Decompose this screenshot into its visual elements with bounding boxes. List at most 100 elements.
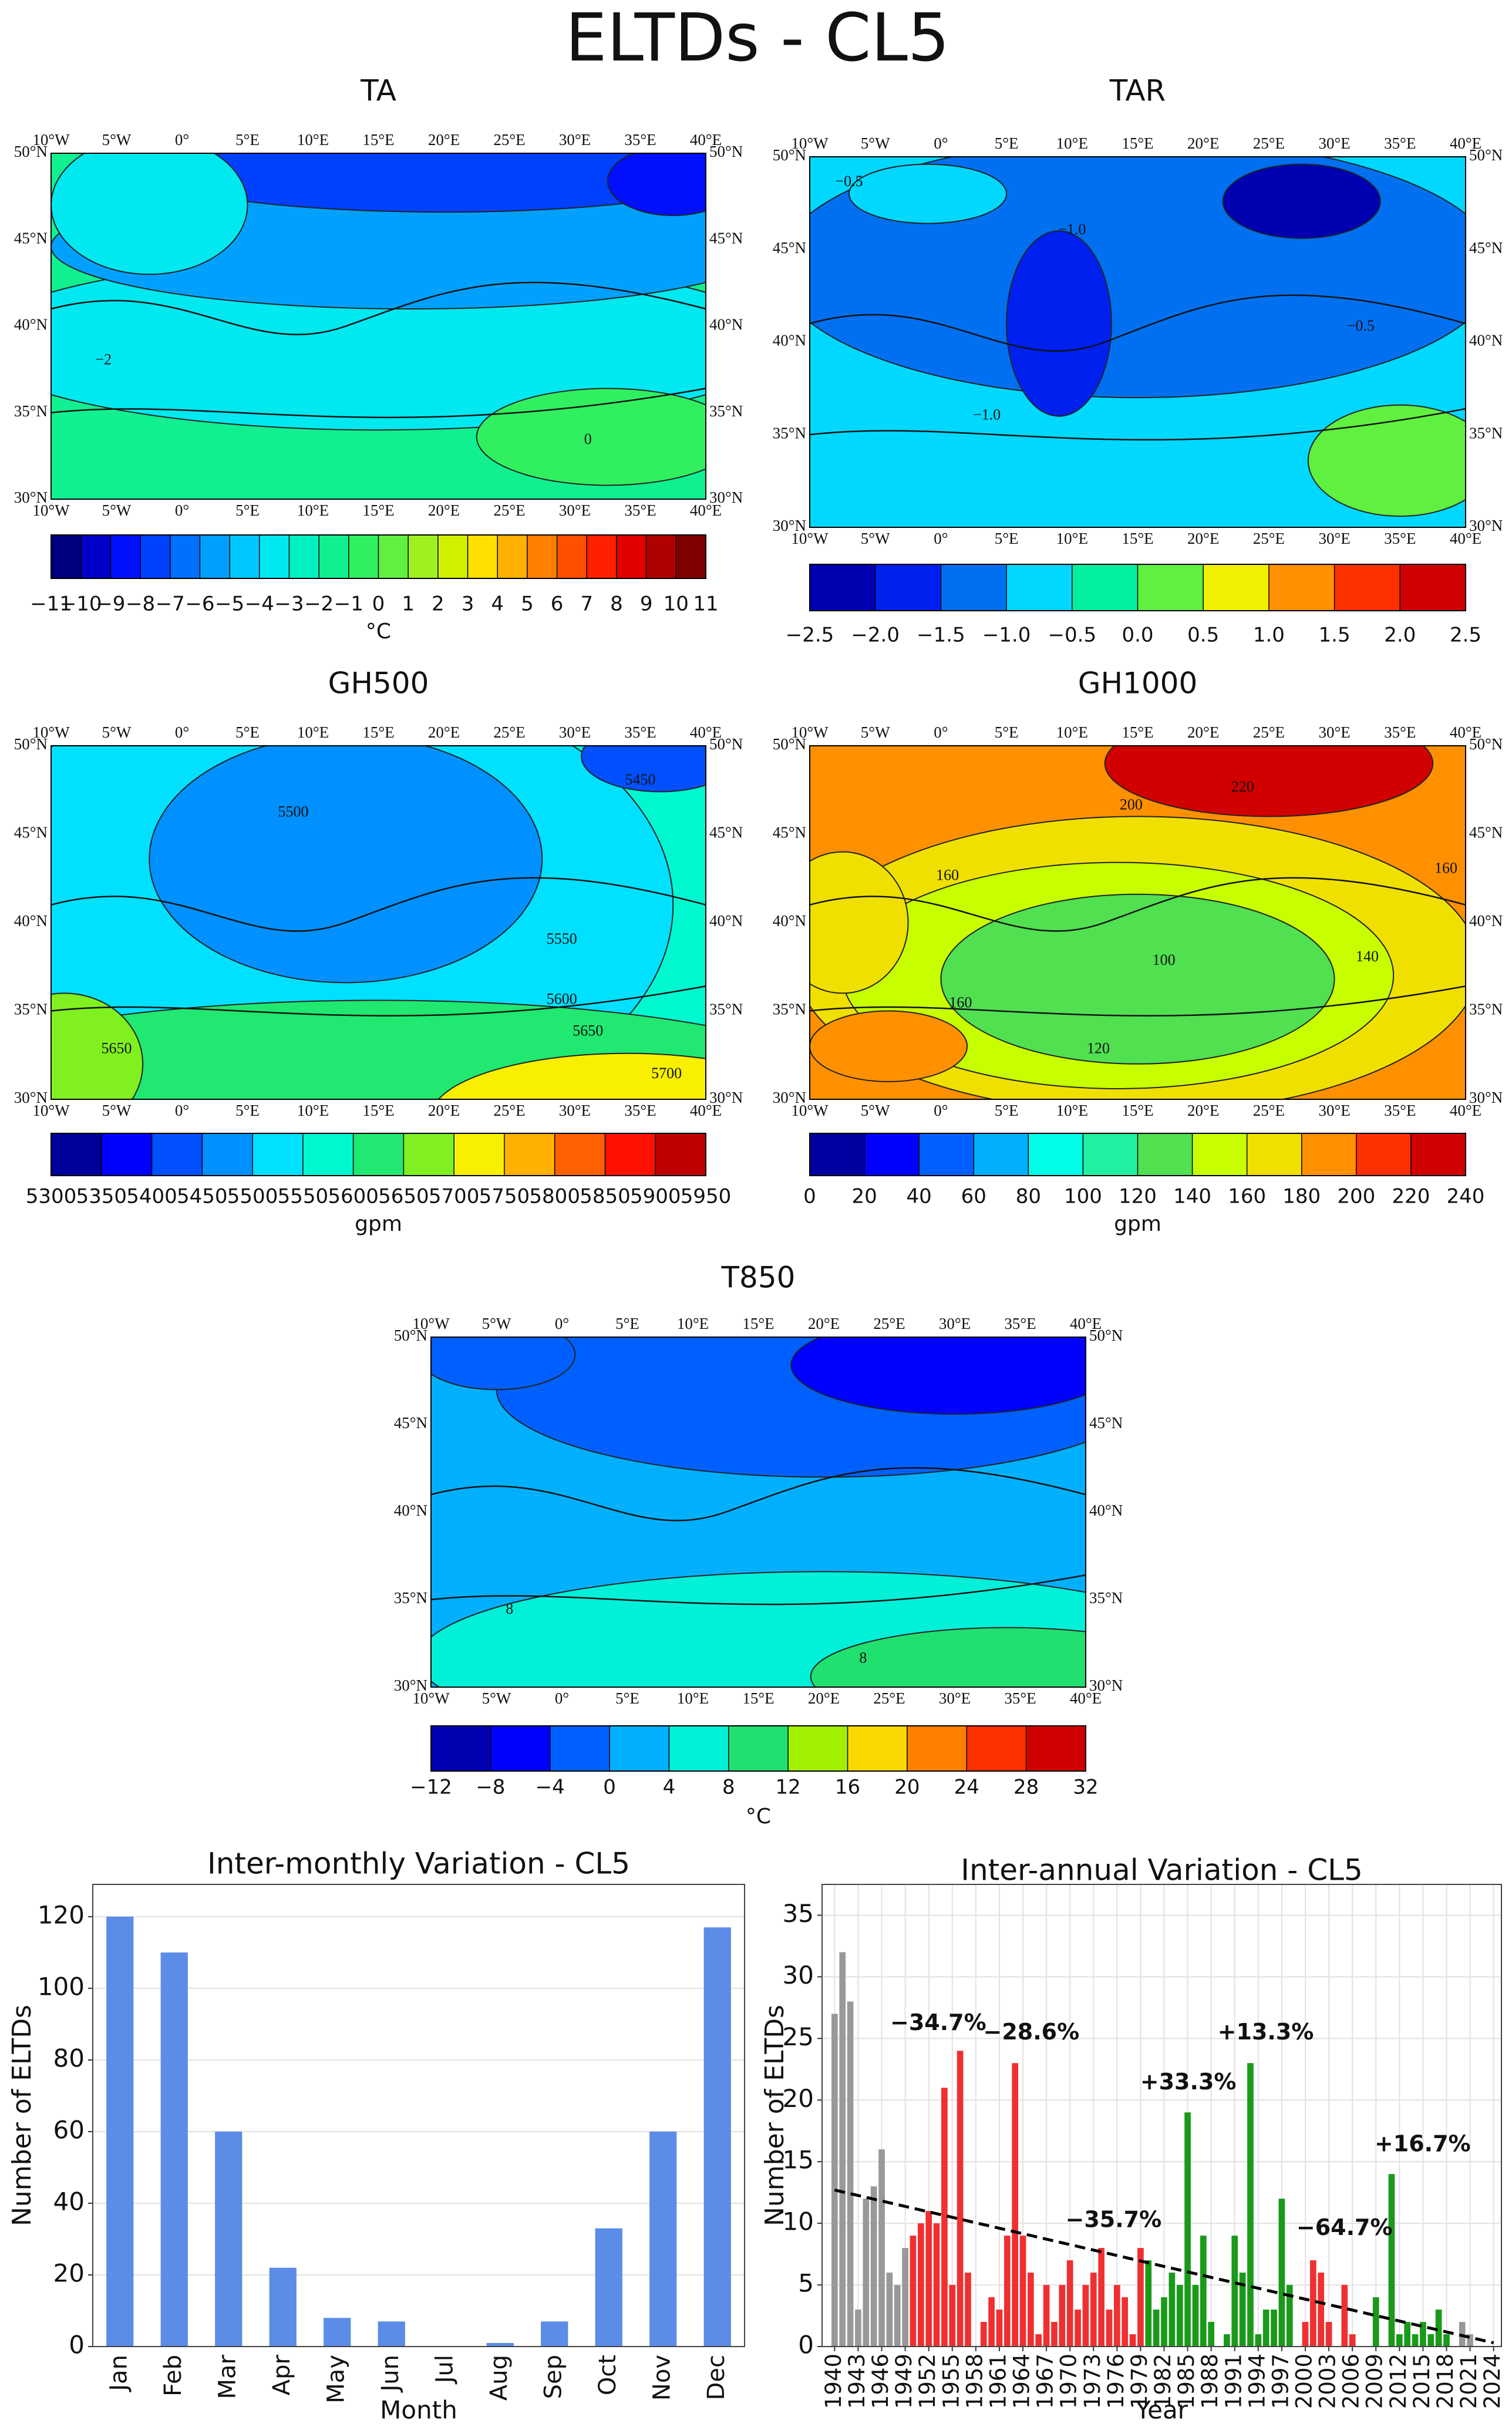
bar (1467, 2334, 1473, 2347)
colorbar-segment (974, 1133, 1029, 1176)
bar (1019, 2236, 1026, 2347)
lon-label: 15°E (362, 131, 394, 149)
bar (269, 2267, 297, 2347)
lon-label: 5°W (861, 530, 890, 547)
bar (1239, 2273, 1246, 2347)
lon-label: 10°E (297, 1102, 329, 1119)
bar (1161, 2297, 1167, 2347)
lon-label: 30°E (559, 501, 591, 519)
lat-label: 45°N (14, 229, 48, 247)
bar (1114, 2285, 1120, 2347)
colorbar-segment (788, 1726, 848, 1771)
colorbar-unit: gpm (1114, 1212, 1161, 1236)
x-tick-label: 1985 (1174, 2354, 1199, 2409)
x-tick-label: 1982 (1150, 2354, 1176, 2409)
lat-label: 45°N (1469, 239, 1503, 257)
bar (1443, 2334, 1450, 2347)
colorbar-tick-label: 120 (1119, 1185, 1157, 1209)
y-tick-label: 80 (53, 2044, 85, 2072)
map-field-region (1307, 404, 1466, 517)
y-tick-label: 35 (783, 1899, 814, 1928)
lon-label: 5°E (235, 501, 260, 519)
bar (1427, 2334, 1434, 2347)
lon-label: 40°E (690, 131, 722, 149)
lon-label: 20°E (1187, 134, 1219, 152)
colorbar-tick-label: 11 (693, 593, 718, 616)
lat-label: 45°N (1469, 824, 1503, 841)
lon-label: 5°E (235, 131, 260, 149)
colorbar-tick-label: 20 (894, 1776, 920, 1799)
colorbar-segment (170, 535, 200, 578)
chart-title: Inter-monthly Variation - CL5 (207, 1847, 630, 1881)
lon-label: 0° (175, 131, 189, 149)
lat-label: 50°N (773, 735, 806, 753)
lon-label: 5°W (861, 134, 890, 152)
lat-label: 45°N (14, 824, 48, 841)
map-field-region (810, 1010, 968, 1082)
lat-label: 50°N (773, 146, 806, 164)
colorbar-tick-label: −4 (245, 593, 274, 616)
lon-label: 5°W (102, 723, 132, 741)
colorbar-segment (1410, 1133, 1466, 1176)
colorbar-tick-label: −11 (30, 593, 72, 616)
x-tick-label: Jul (431, 2355, 458, 2385)
colorbar-tick-label: 0 (372, 593, 385, 616)
bar (965, 2273, 971, 2347)
colorbar-segment (110, 535, 141, 578)
y-tick-label: 40 (53, 2187, 85, 2216)
lon-label: 10°W (32, 1102, 70, 1119)
colorbar-segment (554, 1133, 605, 1176)
bar (1404, 2322, 1411, 2347)
colorbar-tick-label: 5700 (429, 1185, 480, 1209)
colorbar-tick-label: −2.0 (851, 624, 900, 647)
colorbar-tick-label: 5650 (378, 1185, 429, 1209)
bar (847, 2001, 854, 2347)
lat-label: 50°N (709, 143, 743, 160)
x-tick-label: 2018 (1433, 2354, 1458, 2409)
bar (1286, 2285, 1293, 2347)
colorbar-tick-label: 5550 (278, 1185, 329, 1209)
lon-label: 20°E (1187, 1102, 1219, 1119)
bar (910, 2236, 917, 2347)
lat-label: 40°N (709, 316, 743, 334)
x-tick-label: 1958 (962, 2354, 987, 2409)
colorbar-segment (605, 1133, 656, 1176)
lon-label: 40°E (690, 723, 722, 741)
colorbar-unit: gpm (355, 1212, 402, 1236)
x-tick-label: 2006 (1339, 2354, 1364, 2409)
x-tick-label: Jun (377, 2355, 404, 2394)
colorbar-tick-label: 8 (722, 1776, 735, 1799)
lat-label: 30°N (709, 1089, 743, 1106)
lon-label: 20°E (428, 1102, 460, 1119)
lon-label: 10°E (1056, 723, 1088, 741)
contour-label: 220 (1231, 778, 1254, 795)
lon-label: 40°E (1070, 1315, 1102, 1332)
bar (1129, 2334, 1136, 2347)
map-title: T850 (721, 1261, 796, 1295)
bar (324, 2318, 351, 2347)
map-field-region (810, 1627, 1086, 1687)
lat-label: 40°N (709, 912, 743, 930)
bar (1145, 2260, 1152, 2347)
map-title: TAR (1109, 74, 1166, 108)
colorbar-tick-label: 60 (961, 1185, 986, 1209)
bar (1208, 2322, 1215, 2347)
colorbar-tick-label: 5850 (580, 1185, 631, 1209)
colorbar-segment (454, 1133, 504, 1176)
contour-label: 5450 (625, 771, 656, 788)
lon-label: 20°E (808, 1315, 840, 1332)
colorbar-tick-label: 0 (803, 1185, 816, 1209)
x-tick-label: 2000 (1291, 2354, 1316, 2409)
bar (1388, 2174, 1395, 2347)
lon-label: 25°E (1253, 530, 1285, 547)
coastline (810, 985, 1466, 1017)
lon-label: 5°W (102, 501, 132, 519)
colorbar-segment (1006, 564, 1072, 611)
x-tick-label: 1955 (938, 2354, 964, 2409)
bar (988, 2297, 995, 2347)
y-tick-label: 30 (783, 1961, 814, 1990)
lon-label: 10°W (791, 1102, 829, 1119)
bar (106, 1916, 134, 2347)
lon-label: 35°E (624, 131, 656, 149)
map-frame (50, 745, 706, 1100)
